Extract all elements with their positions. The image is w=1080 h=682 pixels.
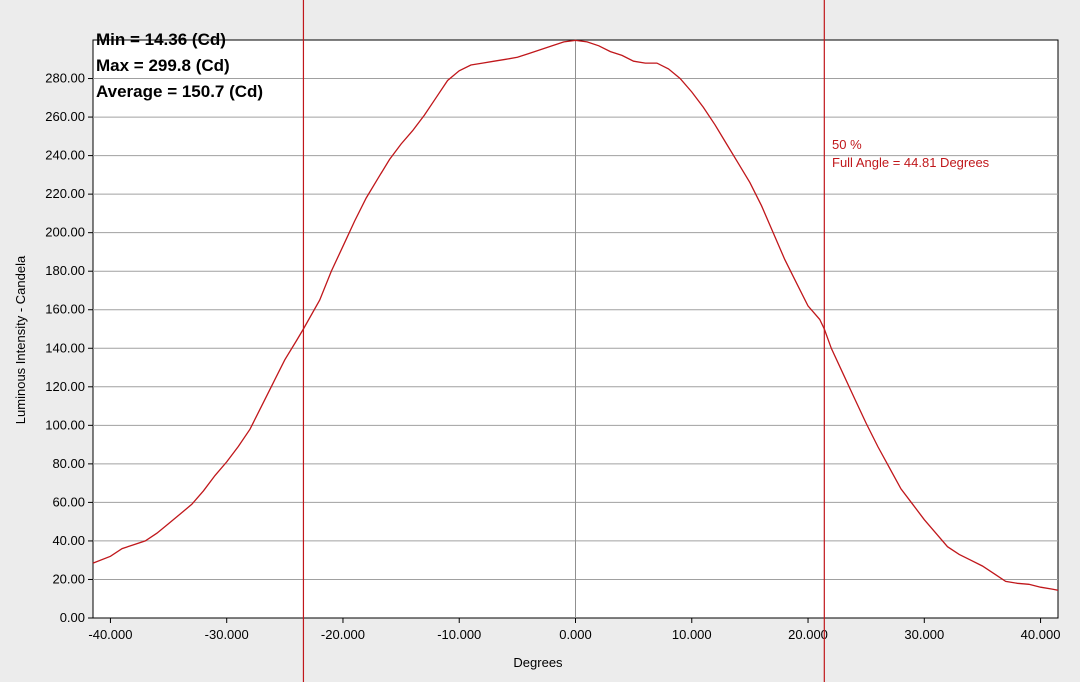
y-tick-label: 200.00 bbox=[45, 225, 85, 240]
x-axis-ticks: -40.000 -30.000 -20.000 -10.000 0.000 10.000 2… bbox=[88, 618, 1060, 642]
x-tick-label: 40.000 bbox=[1021, 627, 1061, 642]
stat-max: Max = 299.8 (Cd) bbox=[96, 56, 230, 75]
intensity-curve bbox=[92, 39, 1059, 591]
y-tick-label: 100.00 bbox=[45, 417, 85, 432]
x-tick-label: 20.000 bbox=[788, 627, 828, 642]
x-tick-label: 0.000 bbox=[559, 627, 592, 642]
y-tick-label: 240.00 bbox=[45, 148, 85, 163]
x-tick-label: -10.000 bbox=[437, 627, 481, 642]
y-tick-label: 260.00 bbox=[45, 109, 85, 124]
y-tick-label: 140.00 bbox=[45, 340, 85, 355]
half-max-markers bbox=[302, 0, 825, 682]
y-tick-label: 180.00 bbox=[45, 263, 85, 278]
y-tick-label: 60.00 bbox=[52, 494, 85, 509]
x-tick-label: -40.000 bbox=[88, 627, 132, 642]
grid bbox=[93, 40, 1058, 618]
y-tick-label: 160.00 bbox=[45, 302, 85, 317]
stat-average: Average = 150.7 (Cd) bbox=[96, 82, 263, 101]
y-tick-label: 80.00 bbox=[52, 456, 85, 471]
x-tick-label: -20.000 bbox=[321, 627, 365, 642]
y-axis-title: Luminous Intensity - Candela bbox=[13, 255, 28, 424]
x-tick-label: 10.000 bbox=[672, 627, 712, 642]
y-tick-label: 20.00 bbox=[52, 571, 85, 586]
y-tick-label: 220.00 bbox=[45, 186, 85, 201]
annotation-percent: 50 % bbox=[832, 137, 862, 152]
y-tick-label: 40.00 bbox=[52, 533, 85, 548]
x-axis-title: Degrees bbox=[513, 655, 563, 670]
y-axis-ticks: 0.00 20.00 40.00 60.00 80.00 100.00 120.00 140.… bbox=[45, 71, 93, 625]
annotation-full-angle: Full Angle = 44.81 Degrees bbox=[832, 155, 990, 170]
x-tick-label: 30.000 bbox=[904, 627, 944, 642]
y-tick-label: 280.00 bbox=[45, 71, 85, 86]
y-tick-label: 120.00 bbox=[45, 379, 85, 394]
stat-min: Min = 14.36 (Cd) bbox=[96, 30, 226, 49]
y-tick-label: 0.00 bbox=[60, 610, 85, 625]
x-tick-label: -30.000 bbox=[205, 627, 249, 642]
